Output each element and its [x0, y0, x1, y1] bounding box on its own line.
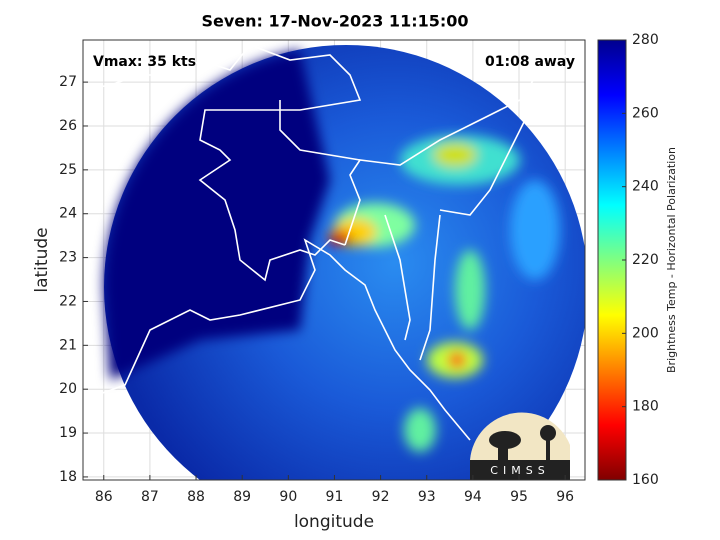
y-tick-label: 18: [59, 469, 77, 485]
y-tick-label: 19: [59, 425, 77, 441]
colorbar-tick-label: 180: [632, 399, 659, 415]
x-tick-label: 90: [279, 489, 297, 505]
y-tick-label: 22: [59, 293, 77, 309]
x-tick-label: 87: [141, 489, 159, 505]
y-axis-label: latitude: [32, 227, 52, 292]
y-tick-label: 27: [59, 74, 77, 90]
colorbar-tick-label: 260: [632, 105, 659, 121]
colorbar-label: Brightness Temp - Horizontal Polarizatio…: [665, 147, 678, 373]
logo: CIMSS: [470, 412, 570, 480]
colorbar-tick-label: 280: [632, 32, 659, 48]
x-tick-label: 86: [95, 489, 113, 505]
x-tick-label: 91: [326, 489, 344, 505]
x-tick-label: 96: [556, 489, 574, 505]
y-tick-label: 26: [59, 118, 77, 134]
colorbar-tick-label: 160: [632, 472, 659, 488]
y-tick-label: 21: [59, 337, 77, 353]
colorbar-tick-label: 240: [632, 179, 659, 195]
logo-text: CIMSS: [490, 464, 549, 477]
colorbar-tick-label: 200: [632, 325, 659, 341]
x-tick-label: 88: [187, 489, 205, 505]
x-tick-label: 93: [418, 489, 436, 505]
coastline: [83, 44, 585, 441]
y-tick-label: 24: [59, 206, 77, 222]
y-tick-label: 20: [59, 381, 77, 397]
colorbar-tick-label: 220: [632, 252, 659, 268]
y-tick-label: 25: [59, 162, 77, 178]
title: Seven: 17-Nov-2023 11:15:00: [201, 12, 468, 31]
colorbar: [597, 39, 627, 481]
x-axis-label: longitude: [294, 512, 374, 532]
x-tick-label: 92: [372, 489, 390, 505]
y-tick-label: 23: [59, 250, 77, 266]
x-tick-label: 94: [464, 489, 482, 505]
x-tick-label: 95: [510, 489, 528, 505]
time-annotation: 01:08 away: [485, 54, 575, 70]
vmax-annotation: Vmax: 35 kts: [93, 54, 196, 70]
x-tick-label: 89: [233, 489, 251, 505]
